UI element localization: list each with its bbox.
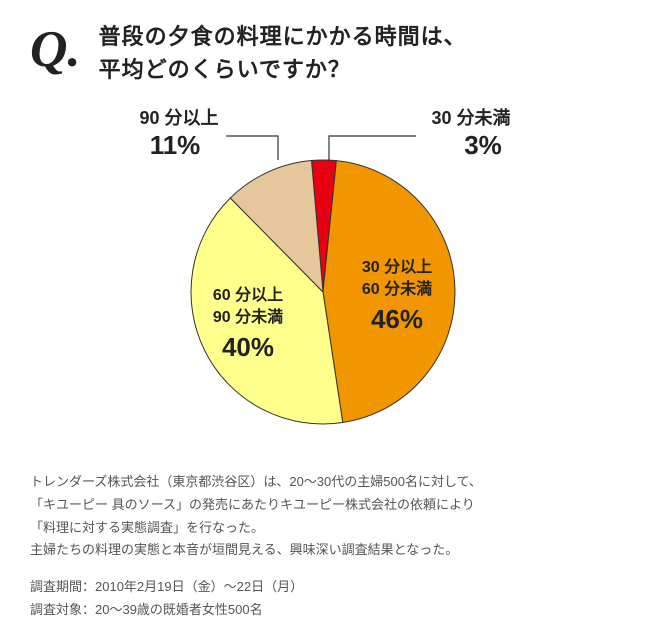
footer-p6: 調査対象：20〜39歳の既婚者女性500名 [30, 599, 632, 622]
q-mark: Q. [30, 24, 81, 76]
leader-line [329, 136, 416, 160]
question-title: 普段の夕食の料理にかかる時間は、 平均どのくらいですか？ [99, 20, 467, 86]
slice-pct: 40% [222, 332, 274, 362]
callout-label: 30 分未満 [431, 107, 510, 128]
slice-pct: 46% [371, 304, 423, 334]
footer-p2: 「キユーピー 具のソース」の発売にあたりキユーピー株式会社の依頼により [30, 494, 632, 517]
title-line-1: 普段の夕食の料理にかかる時間は、 [99, 24, 467, 49]
footer-p1: トレンダーズ株式会社（東京都渋谷区）は、20〜30代の主婦500名に対して、 [30, 471, 632, 494]
footer-p4: 主婦たちの料理の実態と本音が垣間見える、興味深い調査結果となった。 [30, 539, 632, 562]
header: Q. 普段の夕食の料理にかかる時間は、 平均どのくらいですか？ [30, 20, 632, 86]
leader-line [226, 136, 278, 160]
title-line-2: 平均どのくらいですか？ [99, 57, 351, 82]
slice-label: 60 分以上 [213, 286, 283, 304]
slice-label: 60 分未満 [362, 279, 432, 298]
slice-label: 30 分以上 [362, 258, 432, 276]
callout-label: 90 分以上 [139, 108, 218, 128]
footer-text: トレンダーズ株式会社（東京都渋谷区）は、20〜30代の主婦500名に対して、 「… [30, 471, 632, 622]
slice-label: 90 分未満 [213, 307, 283, 326]
pie-chart: 30 分未満3% 30 分以上 60 分未満 46% 60 分以上 90 分未満 40% 90… [81, 96, 581, 451]
footer-p5: 調査期間：2010年2月19日（金）〜22日（月） [30, 576, 632, 599]
pie-svg: 30 分未満3% 30 分以上 60 分未満 46% 60 分以上 90 分未満 40% 90… [81, 96, 581, 446]
callout-pct: 11% [150, 130, 201, 160]
callout-pct: 3% [464, 130, 502, 160]
footer-p3: 「料理に対する実態調査」を行なった。 [30, 517, 632, 540]
